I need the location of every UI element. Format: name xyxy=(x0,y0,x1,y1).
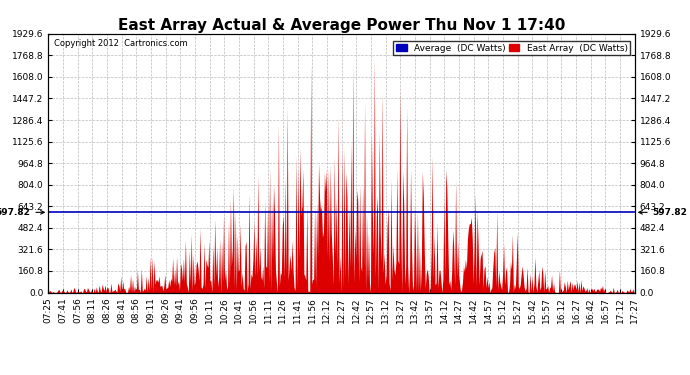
Legend: Average  (DC Watts), East Array  (DC Watts): Average (DC Watts), East Array (DC Watts… xyxy=(393,41,630,55)
Title: East Array Actual & Average Power Thu Nov 1 17:40: East Array Actual & Average Power Thu No… xyxy=(118,18,565,33)
Text: 597.82: 597.82 xyxy=(639,208,687,217)
Text: 597.82: 597.82 xyxy=(0,208,44,217)
Text: Copyright 2012  Cartronics.com: Copyright 2012 Cartronics.com xyxy=(55,39,188,48)
